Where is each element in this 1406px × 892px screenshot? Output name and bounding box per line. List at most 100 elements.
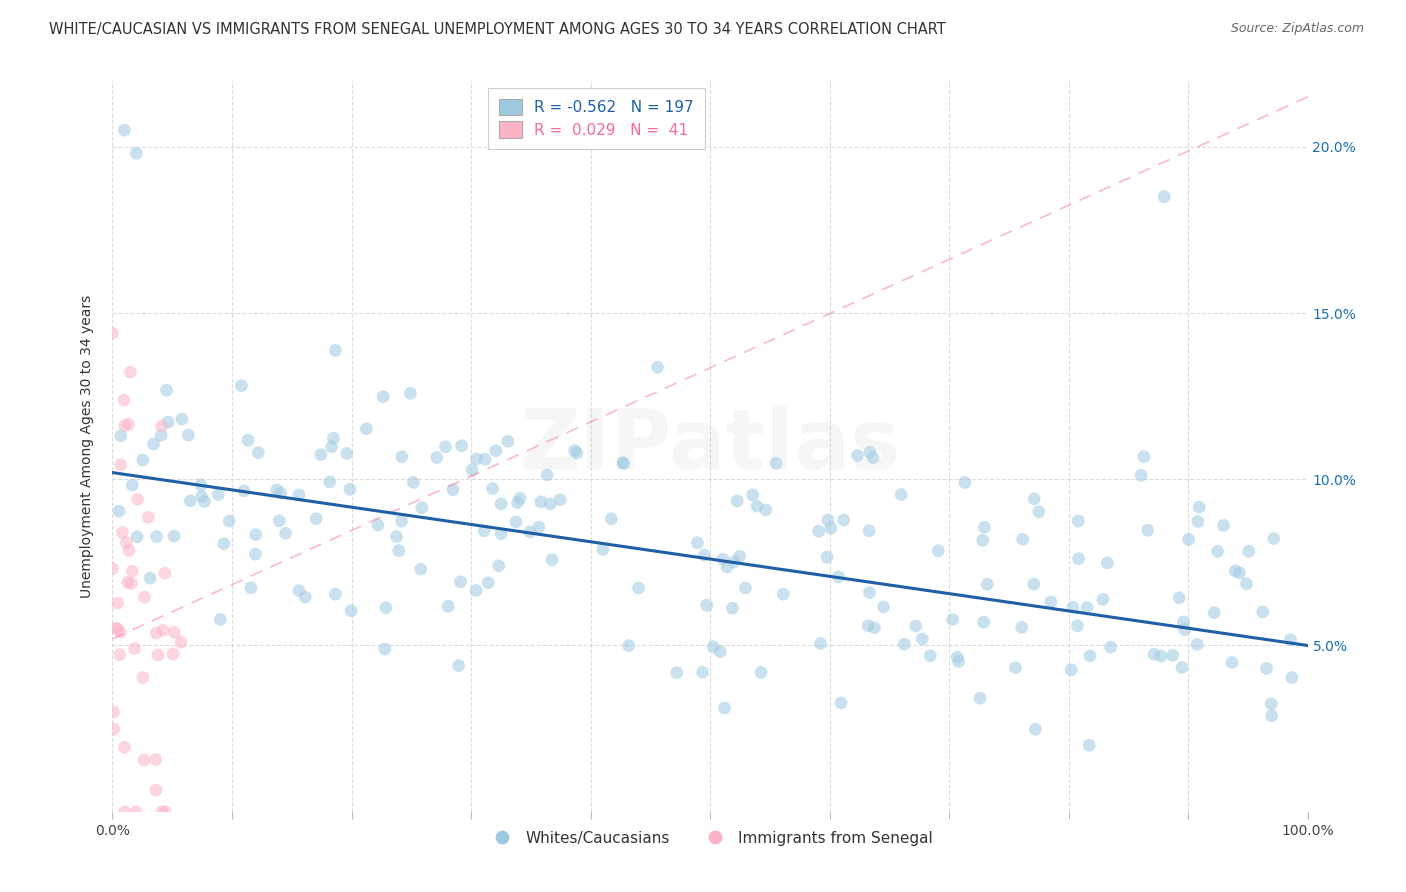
Point: [1076, 600, 1098, 615]
Point: [385, 530, 408, 544]
Point: [170, 412, 193, 426]
Point: [1212, 518, 1234, 533]
Point: [485, 443, 508, 458]
Point: [1028, 505, 1050, 519]
Point: [728, 549, 751, 564]
Point: [325, 587, 347, 601]
Point: [177, 428, 200, 442]
Point: [807, 524, 830, 538]
Point: [190, 478, 212, 492]
Point: [354, 422, 377, 436]
Point: [218, 514, 240, 528]
Point: [872, 599, 894, 614]
Point: [820, 521, 842, 535]
Point: [266, 483, 288, 497]
Point: [530, 495, 553, 509]
Point: [1251, 605, 1274, 619]
Point: [391, 450, 413, 464]
Point: [132, 753, 155, 767]
Point: [1220, 656, 1243, 670]
Point: [441, 483, 464, 497]
Point: [110, 428, 132, 442]
Point: [1022, 577, 1045, 591]
Point: [859, 445, 882, 459]
Point: [856, 619, 879, 633]
Point: [132, 671, 155, 685]
Point: [411, 500, 433, 515]
Point: [150, 428, 173, 442]
Point: [827, 570, 849, 584]
Point: [600, 512, 623, 526]
Point: [121, 478, 143, 492]
Point: [125, 146, 148, 161]
Point: [1236, 576, 1258, 591]
Point: [127, 492, 149, 507]
Point: [125, 530, 148, 544]
Point: [139, 571, 162, 585]
Point: [538, 497, 561, 511]
Point: [1279, 632, 1302, 647]
Point: [1173, 615, 1195, 629]
Point: [374, 600, 396, 615]
Point: [450, 574, 472, 589]
Point: [233, 483, 256, 498]
Point: [745, 499, 768, 513]
Point: [150, 419, 173, 434]
Point: [145, 530, 167, 544]
Point: [108, 504, 131, 518]
Point: [734, 581, 756, 595]
Point: [103, 705, 125, 719]
Point: [107, 596, 129, 610]
Point: [402, 475, 425, 490]
Point: [1062, 600, 1084, 615]
Point: [505, 515, 527, 529]
Point: [101, 561, 124, 575]
Point: [1161, 648, 1184, 663]
Point: [124, 641, 146, 656]
Point: [120, 365, 142, 379]
Point: [162, 647, 184, 661]
Point: [665, 665, 688, 680]
Point: [209, 613, 232, 627]
Legend: Whites/Caucasians, Immigrants from Senegal: Whites/Caucasians, Immigrants from Seneg…: [481, 824, 939, 852]
Point: [1133, 450, 1156, 464]
Point: [1067, 551, 1090, 566]
Point: [1206, 544, 1229, 558]
Point: [163, 529, 186, 543]
Point: [969, 691, 991, 706]
Text: WHITE/CAUCASIAN VS IMMIGRANTS FROM SENEGAL UNEMPLOYMENT AMONG AGES 30 TO 34 YEAR: WHITE/CAUCASIAN VS IMMIGRANTS FROM SENEG…: [49, 22, 946, 37]
Point: [472, 524, 495, 538]
Point: [765, 456, 787, 470]
Point: [245, 527, 267, 541]
Point: [399, 386, 422, 401]
Point: [367, 518, 389, 533]
Point: [322, 431, 344, 445]
Point: [1078, 738, 1101, 752]
Point: [1130, 468, 1153, 483]
Point: [110, 625, 132, 640]
Point: [212, 537, 235, 551]
Point: [1136, 523, 1159, 537]
Point: [319, 475, 342, 489]
Point: [294, 590, 316, 604]
Point: [953, 475, 976, 490]
Point: [506, 495, 529, 509]
Point: [270, 486, 292, 500]
Point: [340, 604, 363, 618]
Point: [339, 483, 361, 497]
Point: [702, 640, 724, 654]
Point: [121, 565, 143, 579]
Point: [890, 488, 912, 502]
Point: [972, 533, 994, 548]
Point: [489, 497, 512, 511]
Point: [118, 543, 141, 558]
Point: [1187, 514, 1209, 528]
Point: [772, 587, 794, 601]
Point: [105, 622, 128, 636]
Point: [1024, 491, 1046, 506]
Point: [716, 560, 738, 574]
Point: [145, 753, 167, 767]
Point: [1066, 619, 1088, 633]
Point: [612, 457, 634, 471]
Point: [190, 490, 212, 504]
